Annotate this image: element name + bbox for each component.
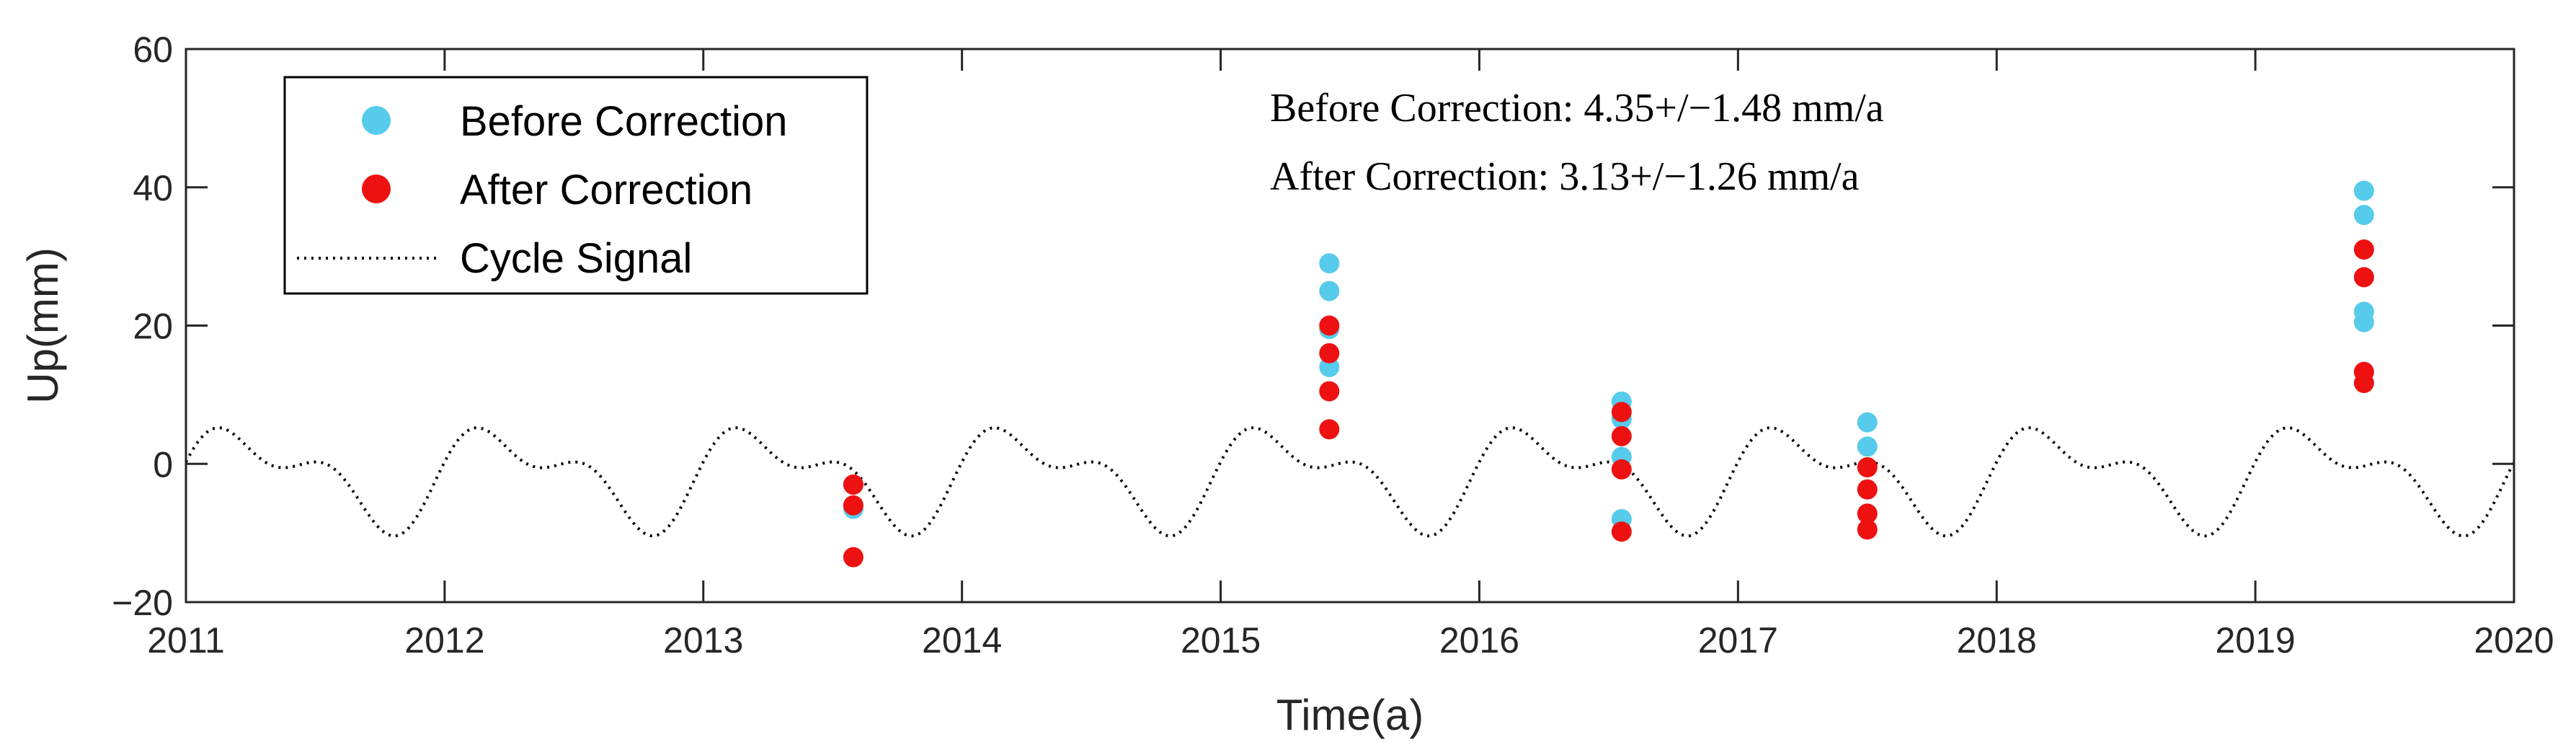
y-tick-label: −20 [112, 583, 173, 623]
after-correction-point [2353, 239, 2374, 260]
after-correction-point [1319, 381, 1340, 402]
annotation-after-rate: After Correction: 3.13+/−1.26 mm/a [1270, 154, 1860, 199]
x-tick-label: 2014 [922, 620, 1002, 661]
x-tick-label: 2017 [1698, 620, 1778, 661]
y-axis-label: Up(mm) [19, 247, 67, 404]
x-tick-label: 2019 [2215, 620, 2295, 661]
after-correction-point [843, 474, 863, 495]
after-correction-point [1319, 315, 1340, 336]
after-correction-point [1611, 425, 1632, 446]
legend-label-cycle: Cycle Signal [460, 235, 692, 282]
plot-area [185, 180, 2515, 568]
x-tick-label: 2013 [663, 620, 743, 661]
after-correction-point [843, 547, 863, 568]
after-correction-point [1611, 402, 1632, 423]
after-correction-point [1857, 479, 1878, 500]
after-correction-point [1319, 419, 1340, 440]
annotations: Before Correction: 4.35+/−1.48 mm/a After… [1270, 86, 1884, 199]
x-axis-label: Time(a) [1276, 691, 1424, 739]
y-tick-label: 60 [133, 30, 173, 70]
after-correction-point [843, 495, 863, 516]
before-correction-point [2353, 312, 2374, 332]
x-tick-label: 2018 [1957, 620, 2037, 661]
legend-label-before: Before Correction [460, 98, 788, 145]
legend-label-after: After Correction [460, 167, 752, 213]
before-correction-point [1319, 357, 1340, 378]
x-tick-label: 2020 [2474, 620, 2554, 661]
legend-marker-after [362, 175, 391, 203]
before-correction-point [1319, 253, 1340, 274]
annotation-before-rate: Before Correction: 4.35+/−1.48 mm/a [1270, 86, 1884, 131]
axes: 2011 2012 2013 2014 2015 2016 2017 2018 2019 2020… [19, 30, 2554, 739]
cycle-signal-line [185, 426, 2515, 538]
after-correction-point [1857, 503, 1878, 524]
x-tick-label: 2012 [404, 620, 484, 661]
legend: Before Correction After Correction Cycle S… [283, 76, 869, 295]
after-correction-point [2353, 373, 2374, 394]
before-correction-point [1319, 281, 1340, 301]
y-tick-label: 20 [133, 306, 173, 347]
x-tick-label: 2016 [1439, 620, 1519, 661]
after-correction-point [2353, 267, 2374, 288]
y-tick-label: 40 [133, 168, 173, 208]
x-tick-label: 2015 [1181, 620, 1261, 661]
after-correction-point [1857, 457, 1878, 478]
legend-marker-before [362, 106, 391, 135]
before-correction-point [1857, 436, 1878, 457]
before-correction-point [2353, 205, 2374, 226]
x-tick-label: 2011 [147, 620, 225, 661]
after-correction-point [1611, 459, 1632, 480]
after-correction-point [1857, 519, 1878, 540]
before-correction-point [1857, 412, 1878, 433]
after-correction-point [1319, 343, 1340, 363]
before-correction-point [2353, 180, 2374, 201]
after-correction-point [1611, 521, 1632, 542]
y-tick-label: 0 [153, 444, 173, 485]
